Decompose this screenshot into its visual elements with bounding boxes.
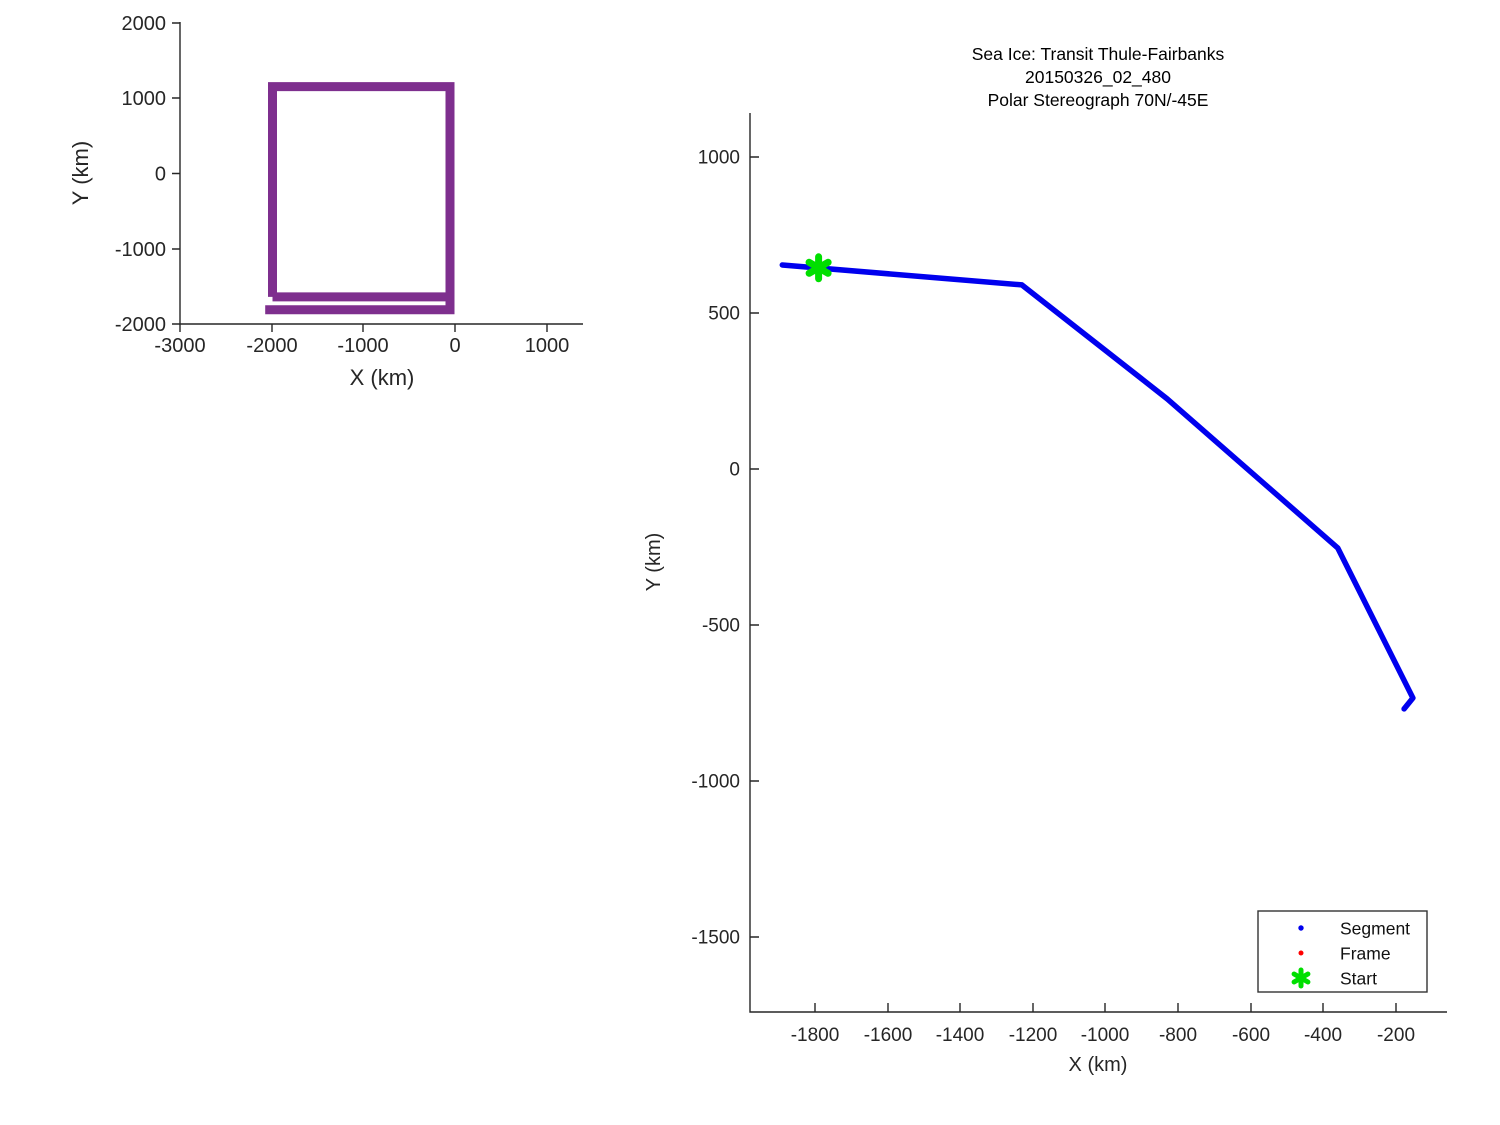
transit-x-tick-label: -400 <box>1304 1025 1342 1046</box>
overview-x-tick-label: -2000 <box>246 335 297 357</box>
legend-label-segment: Segment <box>1340 919 1410 939</box>
overview-y-tick-label: 0 <box>155 164 166 186</box>
transit-title-line2: 20150326_02_480 <box>1025 67 1171 88</box>
transit-y-tick-label: -500 <box>702 616 740 637</box>
legend-label-start: Start <box>1340 969 1377 989</box>
overview-x-tick-label: 0 <box>449 335 460 357</box>
overview-y-tick-label: -2000 <box>115 314 166 336</box>
overview-y-tick-label: 2000 <box>122 13 167 35</box>
overview-x-tick-label: -1000 <box>337 335 388 357</box>
overview-x-tick-label: 1000 <box>525 335 570 357</box>
transit-x-tick-label: -1600 <box>864 1025 913 1046</box>
overview-axes-spines <box>179 22 583 325</box>
transit-title-line1: Sea Ice: Transit Thule-Fairbanks <box>972 44 1225 64</box>
transit-x-axis-label: X (km) <box>1069 1054 1128 1076</box>
start-marker-stroke <box>805 258 832 277</box>
transit-x-ticks <box>814 1003 1397 1012</box>
transit-y-tick-label: -1000 <box>691 772 740 793</box>
transit-plot: Sea Ice: Transit Thule-Fairbanks 2015032… <box>643 44 1447 1076</box>
transit-y-ticks <box>750 156 759 938</box>
legend-label-frame: Frame <box>1340 944 1391 964</box>
legend: Segment Frame Start <box>1257 910 1428 993</box>
transit-x-tick-label: -200 <box>1377 1025 1415 1046</box>
overview-x-ticks <box>179 324 548 332</box>
transit-y-tick-label: 0 <box>729 460 740 481</box>
overview-x-axis-label: X (km) <box>350 365 415 390</box>
legend-marker-start <box>1291 967 1311 989</box>
survey-region-outline <box>265 82 455 315</box>
overview-y-tick-label: -1000 <box>115 239 166 261</box>
start-marker <box>805 253 832 283</box>
overview-plot: -3000 -2000 -1000 0 1000 2000 1000 0 -10… <box>68 13 583 390</box>
overview-x-tick-label: -3000 <box>154 335 205 357</box>
transit-x-tick-label: -1200 <box>1009 1025 1058 1046</box>
transit-y-tick-label: 1000 <box>698 148 740 169</box>
overview-y-ticks <box>172 22 180 325</box>
legend-box <box>1257 910 1428 993</box>
transit-title-line3: Polar Stereograph 70N/-45E <box>988 90 1209 110</box>
legend-start-stroke <box>1291 971 1311 985</box>
transit-x-tick-label: -600 <box>1232 1025 1270 1046</box>
legend-marker-frame <box>1298 950 1304 956</box>
overview-y-axis-label: Y (km) <box>68 141 93 205</box>
overview-y-tick-label: 1000 <box>122 88 167 110</box>
transit-x-tick-label: -1000 <box>1081 1025 1130 1046</box>
transit-y-tick-label: 500 <box>708 304 740 325</box>
segment-path <box>779 262 1416 712</box>
transit-x-tick-label: -1400 <box>936 1025 985 1046</box>
transit-y-tick-label: -1500 <box>691 928 740 949</box>
transit-x-tick-label: -800 <box>1159 1025 1197 1046</box>
transit-x-tick-label: -1800 <box>791 1025 840 1046</box>
transit-axes-spines <box>749 113 1447 1013</box>
transit-y-axis-label: Y (km) <box>643 533 665 592</box>
legend-marker-segment <box>1298 925 1304 931</box>
